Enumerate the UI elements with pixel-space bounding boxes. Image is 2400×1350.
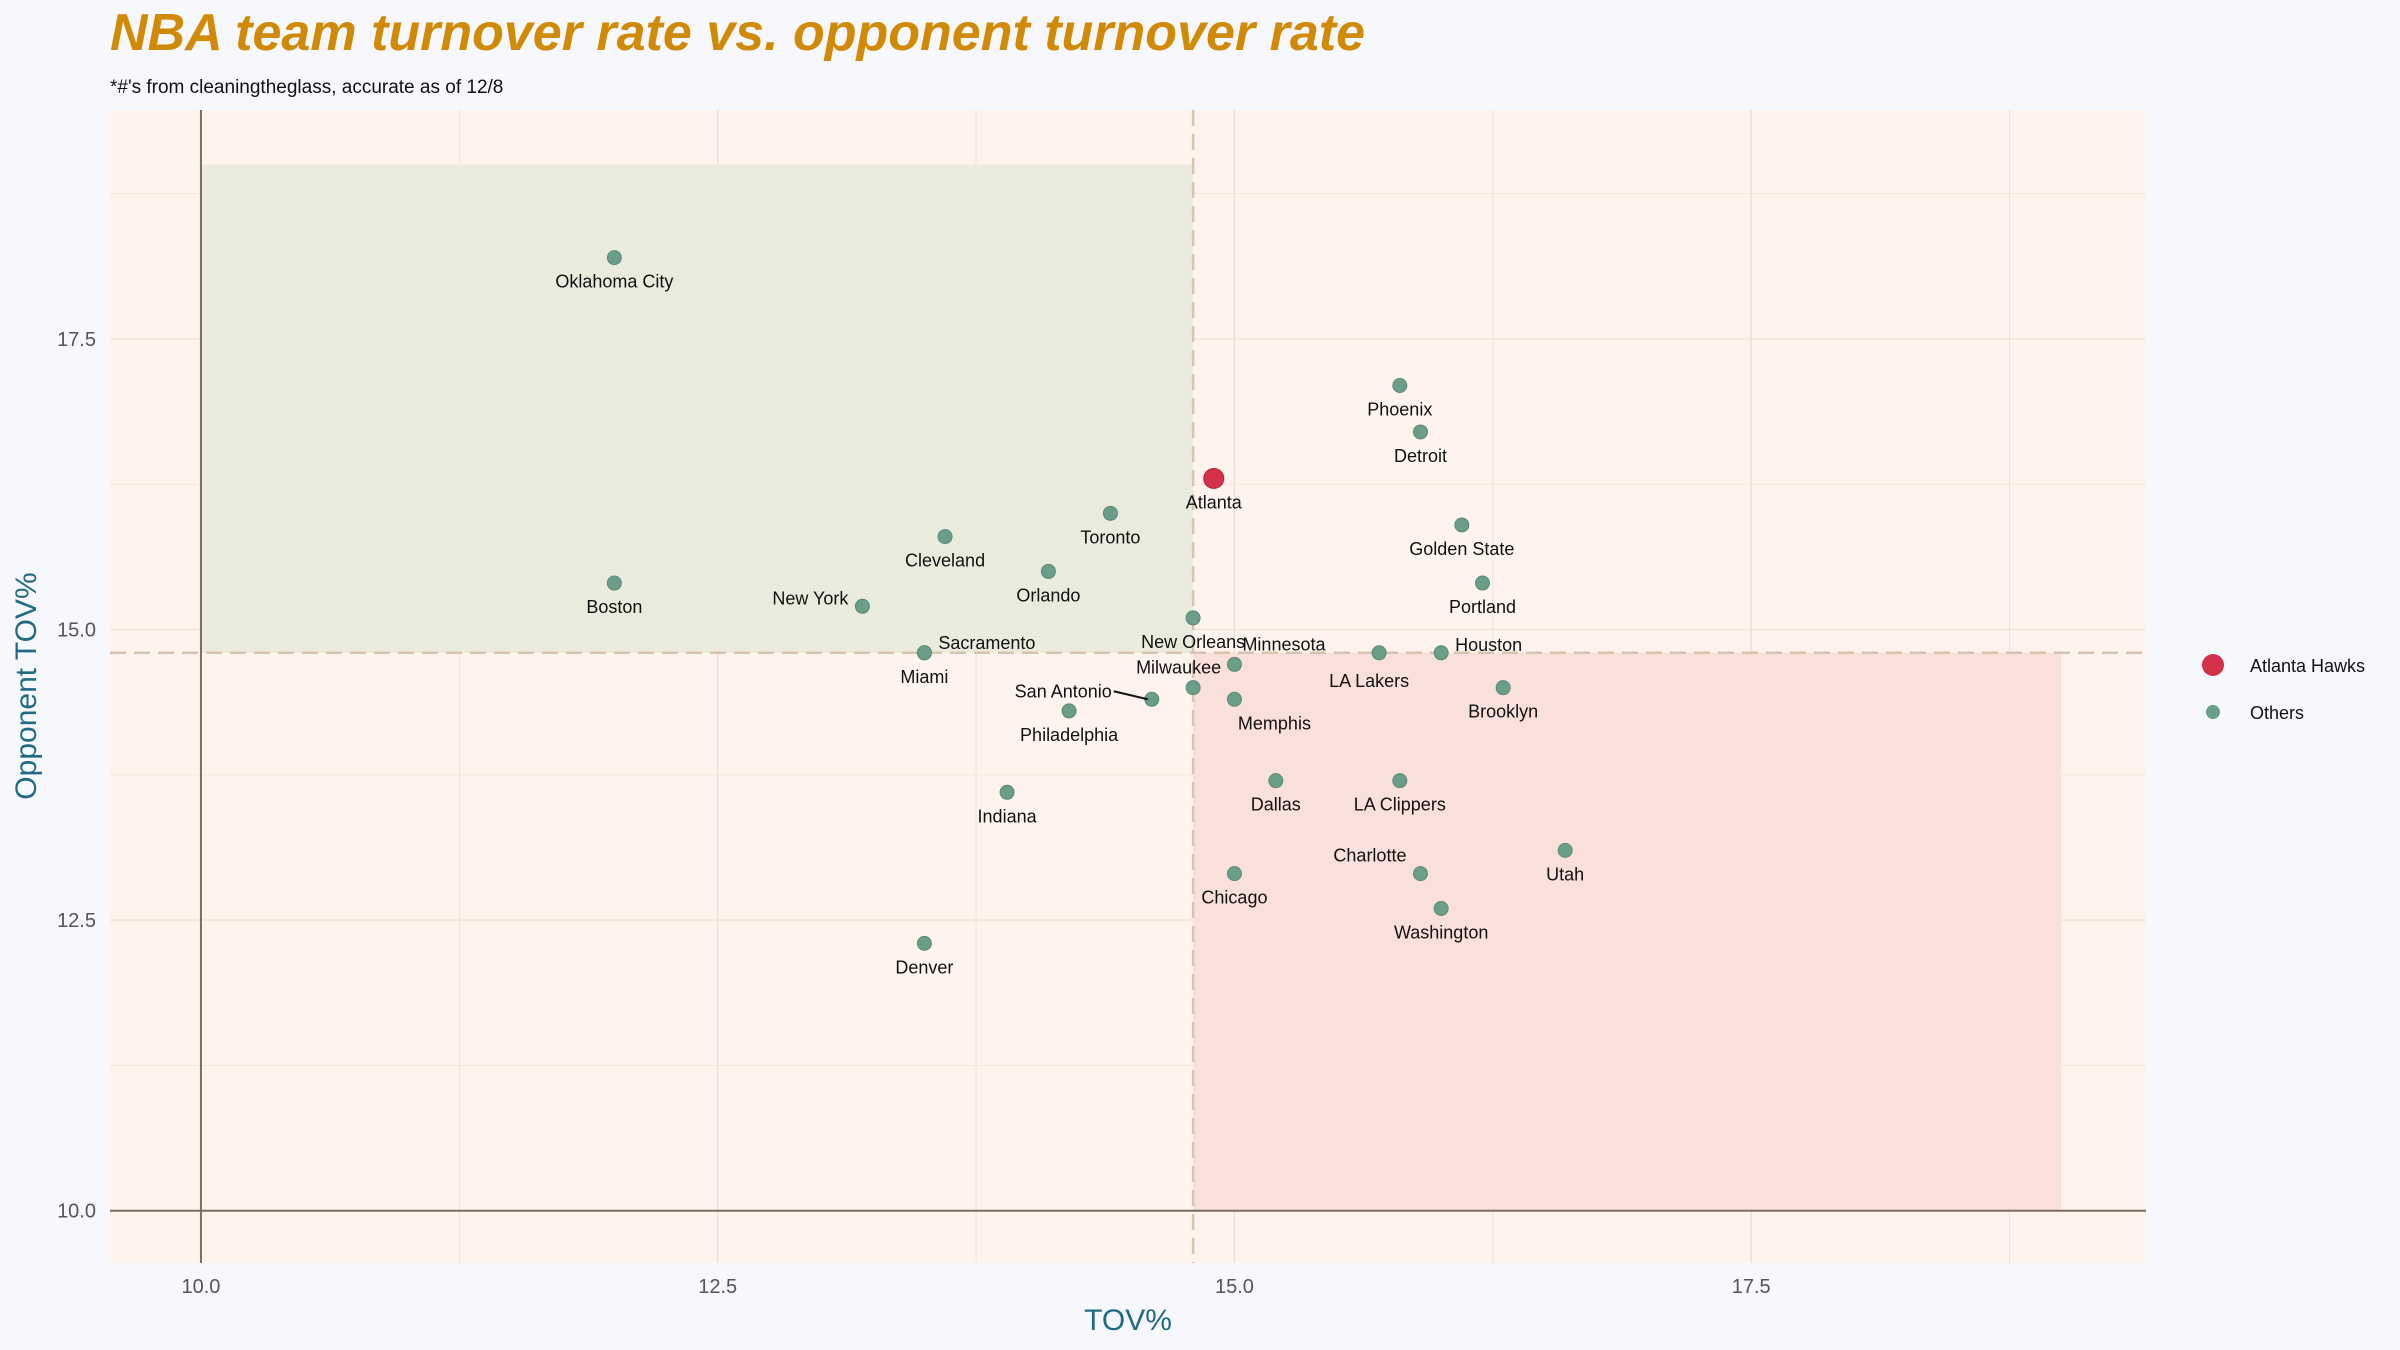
data-label: Phoenix bbox=[1367, 399, 1432, 419]
data-point bbox=[1203, 467, 1225, 489]
data-point bbox=[1433, 900, 1449, 916]
data-point bbox=[1185, 610, 1201, 626]
data-point bbox=[1392, 773, 1408, 789]
data-point bbox=[1061, 703, 1077, 719]
y-axis-label: Opponent TOV% bbox=[10, 572, 43, 799]
shaded-regions bbox=[200, 164, 2062, 1211]
data-label: Utah bbox=[1546, 864, 1584, 884]
data-label: New Orleans bbox=[1141, 632, 1245, 652]
data-label: Cleveland bbox=[905, 551, 985, 571]
x-tick-label: 17.5 bbox=[1732, 1276, 1771, 1298]
points: Oklahoma City Boston New York Miami Sacramen… bbox=[555, 250, 1584, 977]
data-label: Atlanta bbox=[1186, 492, 1243, 512]
y-tick-label: 15.0 bbox=[57, 620, 96, 642]
data-label: Oklahoma City bbox=[555, 272, 673, 292]
data-label: LA Clippers bbox=[1354, 795, 1446, 815]
ticks: 10.0 12.5 15.0 17.5 10.0 12.5 15.0 17.5 bbox=[57, 329, 1771, 1298]
data-point bbox=[854, 598, 870, 614]
data-point bbox=[1412, 866, 1428, 882]
data-label: Charlotte bbox=[1333, 846, 1406, 866]
data-point bbox=[1474, 575, 1490, 591]
data-point bbox=[1433, 645, 1449, 661]
shaded-region-bad bbox=[1193, 652, 2062, 1211]
legend-marker bbox=[2206, 705, 2220, 719]
data-label: Boston bbox=[586, 597, 642, 617]
legend-marker bbox=[2202, 654, 2224, 676]
data-label: Chicago bbox=[1201, 888, 1267, 908]
chart-title: NBA team turnover rate vs. opponent turn… bbox=[110, 4, 1365, 62]
data-point bbox=[1495, 680, 1511, 696]
data-point bbox=[1226, 691, 1242, 707]
legend-label: Atlanta Hawks bbox=[2250, 656, 2365, 676]
data-label: Portland bbox=[1449, 597, 1516, 617]
data-label: San Antonio bbox=[1015, 681, 1112, 701]
data-label: Houston bbox=[1455, 635, 1522, 655]
data-point bbox=[1226, 656, 1242, 672]
y-tick-label: 17.5 bbox=[57, 329, 96, 351]
data-label: Dallas bbox=[1251, 795, 1301, 815]
data-point bbox=[1040, 563, 1056, 579]
data-point bbox=[1102, 505, 1118, 521]
data-label: Sacramento bbox=[938, 633, 1035, 653]
data-point bbox=[1268, 773, 1284, 789]
data-point bbox=[999, 784, 1015, 800]
legend: Atlanta Hawks Others bbox=[2202, 654, 2365, 723]
x-tick-label: 15.0 bbox=[1215, 1276, 1254, 1298]
data-label: Philadelphia bbox=[1020, 725, 1119, 745]
x-axis-label: TOV% bbox=[1084, 1304, 1172, 1337]
data-label: Denver bbox=[895, 957, 953, 977]
data-label: Washington bbox=[1394, 922, 1488, 942]
leader-line bbox=[1113, 690, 1148, 701]
y-tick-label: 12.5 bbox=[57, 910, 96, 932]
data-point bbox=[606, 575, 622, 591]
x-tick-label: 12.5 bbox=[698, 1276, 737, 1298]
chart-subtitle: *#'s from cleaningtheglass, accurate as … bbox=[110, 77, 503, 98]
data-point bbox=[1454, 517, 1470, 533]
data-label: Golden State bbox=[1409, 539, 1514, 559]
data-label: LA Lakers bbox=[1329, 671, 1409, 691]
data-label: Memphis bbox=[1238, 713, 1311, 733]
data-point bbox=[606, 250, 622, 266]
data-label: Orlando bbox=[1016, 585, 1080, 605]
data-point bbox=[1226, 866, 1242, 882]
data-label: Brooklyn bbox=[1468, 702, 1538, 722]
data-point bbox=[916, 645, 932, 661]
data-point bbox=[1371, 645, 1387, 661]
data-point bbox=[916, 935, 932, 951]
shaded-region-good bbox=[200, 164, 1194, 653]
data-label: New York bbox=[772, 588, 849, 608]
data-point bbox=[1185, 680, 1201, 696]
data-label: Toronto bbox=[1080, 527, 1140, 547]
data-label: Minnesota bbox=[1242, 634, 1326, 654]
data-point bbox=[1392, 377, 1408, 393]
data-label: Indiana bbox=[978, 806, 1038, 826]
data-label: Detroit bbox=[1394, 446, 1447, 466]
y-tick-label: 10.0 bbox=[57, 1201, 96, 1223]
data-point bbox=[1557, 842, 1573, 858]
data-label: Milwaukee bbox=[1136, 658, 1221, 678]
x-tick-label: 10.0 bbox=[181, 1276, 220, 1298]
data-point bbox=[937, 529, 953, 545]
legend-label: Others bbox=[2250, 703, 2304, 723]
data-point bbox=[1412, 424, 1428, 440]
data-label: Miami bbox=[900, 667, 948, 687]
